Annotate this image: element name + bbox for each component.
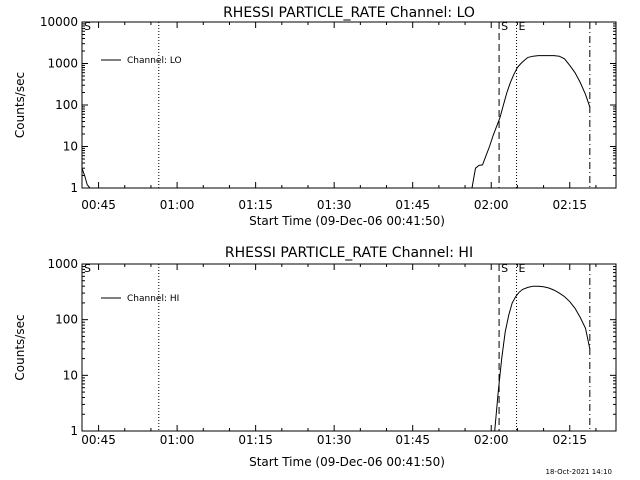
y-tick-label: 1000 xyxy=(47,57,78,71)
y-tick-label: 10000 xyxy=(40,15,78,29)
plot-frame xyxy=(81,21,617,189)
x-tick-label: 01:15 xyxy=(238,433,273,447)
y-tick-label: 1 xyxy=(70,181,78,195)
y-tick-label: 1 xyxy=(70,424,78,438)
y-axis-label: Counts/sec xyxy=(13,314,27,380)
x-tick-label: 01:30 xyxy=(317,198,352,212)
y-tick-label: 10 xyxy=(63,140,78,154)
event-marker-label: E xyxy=(519,262,526,275)
legend-label: Channel: HI xyxy=(127,294,179,304)
y-tick-label: 100 xyxy=(55,313,78,327)
y-tick-label: 100 xyxy=(55,98,78,112)
event-marker-label: S xyxy=(501,262,508,275)
series-line xyxy=(81,55,591,189)
event-marker-label: S xyxy=(501,20,508,33)
chart-panel-1: RHESSI PARTICLE_RATE Channel: LO 1 10 100 10… xyxy=(13,5,617,228)
y-tick-label: 1000 xyxy=(47,257,78,271)
x-tick-label: 00:45 xyxy=(81,198,116,212)
y-tick-label: 10 xyxy=(63,368,78,382)
x-tick-label: 01:15 xyxy=(238,198,273,212)
x-tick-label: 01:00 xyxy=(160,198,195,212)
x-tick-label: 01:30 xyxy=(317,433,352,447)
x-axis-label: Start Time (09-Dec-06 00:41:50) xyxy=(249,455,445,469)
chart-title: RHESSI PARTICLE_RATE Channel: HI xyxy=(225,245,473,261)
event-marker-label: E xyxy=(519,20,526,33)
plot-frame xyxy=(81,263,617,432)
footer-timestamp: 18-Oct-2021 14:10 xyxy=(546,468,612,476)
legend-label: Channel: LO xyxy=(127,56,182,66)
series-line xyxy=(494,285,591,432)
x-tick-label: 01:00 xyxy=(160,433,195,447)
x-axis-label: Start Time (09-Dec-06 00:41:50) xyxy=(249,214,445,228)
x-tick-label: 00:45 xyxy=(81,433,116,447)
x-tick-label: 02:15 xyxy=(552,198,587,212)
x-tick-label: 02:00 xyxy=(474,198,509,212)
chart-panel-2: RHESSI PARTICLE_RATE Channel: HI 1 10 100 10… xyxy=(13,245,617,469)
x-tick-label: 01:45 xyxy=(395,433,430,447)
chart-title: RHESSI PARTICLE_RATE Channel: LO xyxy=(223,5,475,21)
x-tick-label: 02:00 xyxy=(474,433,509,447)
event-marker-label: S xyxy=(84,262,91,275)
y-axis-label: Counts/sec xyxy=(13,72,27,138)
event-marker-label: S xyxy=(84,20,91,33)
x-tick-label: 02:15 xyxy=(552,433,587,447)
x-tick-label: 01:45 xyxy=(395,198,430,212)
